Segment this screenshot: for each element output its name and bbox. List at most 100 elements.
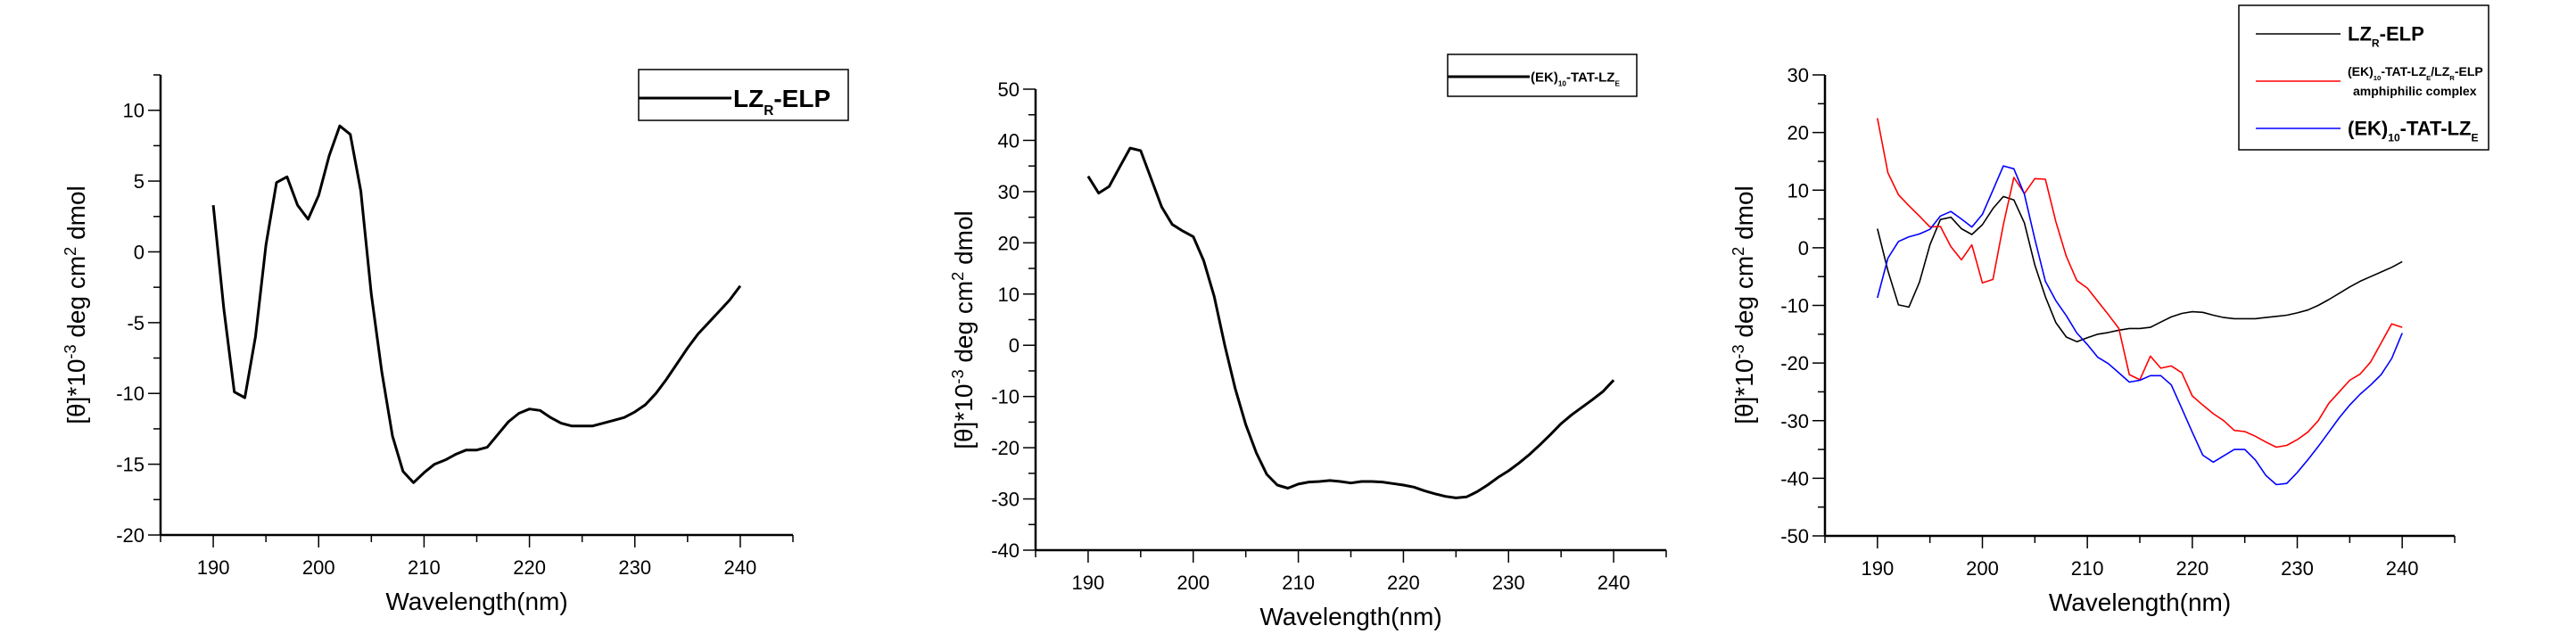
y-tick-label: 40 (998, 129, 1020, 152)
series-line-2 (1877, 118, 2403, 449)
y-tick-label: 5 (134, 170, 144, 193)
y-tick-label: 0 (1009, 334, 1020, 357)
x-tick-label: 200 (1177, 572, 1210, 594)
y-tick-label: -10 (116, 383, 144, 405)
y-tick-label: 0 (1798, 237, 1809, 259)
chart-1: 190 200 210 220 230 240 -20 -15 -10 -5 0 5 10 Wavelen… (62, 69, 849, 615)
label-segment: [θ]*10 (1730, 359, 1758, 424)
label-segment: dmol (62, 185, 90, 246)
series-line-3 (1877, 165, 2403, 486)
chart-3: 190 200 210 220 230 240-50-40-30-20-100102030… (1730, 4, 2489, 616)
label-segment: amphiphilic complex (2353, 84, 2477, 98)
series-line-1 (211, 124, 742, 484)
y-tick-label: -20 (116, 524, 144, 547)
label-segment: (EK) (2348, 118, 2388, 140)
y-tick-label: -40 (1780, 467, 1809, 490)
label-segment: R (764, 103, 773, 118)
y-tick-label: -30 (991, 489, 1020, 511)
legend-label: (EK)10-TAT-LZE/LZR-ELP (2348, 64, 2483, 82)
y-tick-label: 30 (998, 181, 1020, 203)
x-tick-label: 210 (408, 556, 441, 579)
x-tick-label: 190 (1861, 557, 1894, 580)
x-tick-label: 220 (2176, 557, 2209, 580)
label-segment: dmol (1730, 185, 1758, 246)
x-tick-label: 240 (2386, 557, 2419, 580)
label-segment: 10 (1558, 79, 1567, 87)
y-tick-label: -10 (1780, 295, 1809, 317)
label-segment: (EK) (2348, 64, 2374, 78)
x-tick-label: 210 (2071, 557, 2104, 580)
y-tick-label: 10 (998, 284, 1020, 306)
label-segment: 2 (1730, 247, 1747, 256)
label-segment: -3 (62, 344, 79, 358)
x-axis-title: Wavelength(nm) (1259, 603, 1441, 630)
label-segment: E (1614, 79, 1620, 87)
y-tick-label: 50 (998, 78, 1020, 101)
label-segment: [θ]*10 (950, 384, 978, 449)
label-segment: deg cm (950, 281, 978, 370)
series-line-1 (1086, 146, 1615, 499)
x-tick-label: 240 (724, 556, 757, 579)
x-tick-label: 210 (1282, 572, 1315, 594)
x-tick-label: 220 (1387, 572, 1420, 594)
label-segment: -3 (1730, 344, 1747, 358)
y-tick-label: -15 (116, 454, 144, 476)
x-axis-title: Wavelength(nm) (385, 588, 567, 615)
legend-label: amphiphilic complex (2353, 84, 2477, 98)
legend-label: LZR-ELP (733, 85, 830, 119)
legend-label: (EK)10-TAT-LZE (1531, 70, 1620, 87)
label-segment: dmol (950, 210, 978, 271)
legend-label: (EK)10-TAT-LZE (2348, 118, 2479, 144)
x-tick-label: 240 (1598, 572, 1631, 594)
x-axis-title: Wavelength(nm) (2049, 588, 2231, 616)
x-tick-label: 200 (302, 556, 335, 579)
y-tick-label: 20 (1788, 122, 1809, 144)
y-axis-title: [θ]*10-3 deg cm2 dmol (1730, 185, 1758, 424)
x-tick-label: 230 (2281, 557, 2314, 580)
x-tick-label: 220 (513, 556, 546, 579)
label-segment: deg cm (62, 256, 90, 345)
legend: LZR-ELP(EK)10-TAT-LZE/LZR-ELPamphiphilic… (2238, 4, 2489, 151)
x-tick-label: 230 (618, 556, 651, 579)
y-tick-label: -40 (991, 539, 1020, 562)
legend-box (638, 69, 849, 121)
y-tick-label: -50 (1780, 525, 1809, 547)
y-tick-label: -10 (991, 386, 1020, 408)
label-segment: LZ (733, 85, 764, 112)
label-segment: LZ (2348, 23, 2372, 45)
y-axis-title: [θ]*10-3 deg cm2 dmol (62, 185, 90, 424)
label-segment: R (2372, 37, 2380, 50)
y-tick-label: 20 (998, 232, 1020, 254)
label-segment: -3 (949, 369, 967, 383)
chart-2: 190 200 210 220 230 240-40-30-20-100102030405… (949, 54, 1667, 630)
x-tick-label: 230 (1492, 572, 1525, 594)
x-tick-label: 190 (197, 556, 230, 579)
legend: LZR-ELP (638, 69, 849, 121)
label-segment: -ELP (2455, 64, 2483, 78)
label-segment: E (2472, 132, 2479, 144)
y-tick-label: 0 (134, 241, 144, 263)
y-tick-label: 30 (1788, 64, 1809, 86)
label-segment: E (2426, 73, 2431, 81)
legend: (EK)10-TAT-LZE (1447, 54, 1638, 97)
label-segment: deg cm (1730, 256, 1758, 345)
x-tick-label: 200 (1966, 557, 1999, 580)
label-segment: -TAT-LZ (2400, 118, 2472, 140)
series-line-1 (1877, 195, 2403, 343)
y-tick-label: 10 (123, 100, 144, 122)
label-segment: 2 (62, 247, 79, 256)
legend-box (2238, 4, 2489, 151)
y-tick-label: -20 (991, 437, 1020, 459)
label-segment: (EK) (1531, 70, 1558, 85)
label-segment: -ELP (773, 85, 830, 112)
label-segment: 10 (2374, 73, 2382, 81)
y-tick-label: -20 (1780, 352, 1809, 374)
label-segment: 2 (949, 272, 967, 281)
label-segment: /LZ (2431, 64, 2449, 78)
y-axis-title: [θ]*10-3 deg cm2 dmol (949, 210, 978, 449)
label-segment: -ELP (2380, 23, 2424, 45)
y-tick-label: 10 (1788, 179, 1809, 202)
label-segment: R (2449, 73, 2455, 81)
x-tick-label: 190 (1072, 572, 1105, 594)
